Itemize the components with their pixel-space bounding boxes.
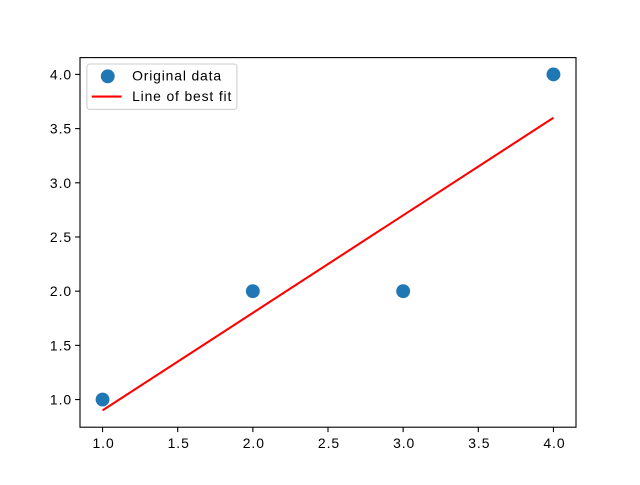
svg-text:4.0: 4.0: [543, 435, 565, 451]
svg-text:3.5: 3.5: [50, 121, 72, 137]
svg-text:2.0: 2.0: [50, 283, 72, 299]
svg-text:Line of best fit: Line of best fit: [132, 88, 232, 104]
svg-text:Original data: Original data: [132, 68, 222, 84]
svg-text:3.0: 3.0: [50, 175, 72, 191]
svg-text:2.5: 2.5: [318, 435, 340, 451]
svg-text:3.0: 3.0: [393, 435, 415, 451]
svg-text:4.0: 4.0: [50, 66, 72, 82]
svg-text:1.0: 1.0: [92, 435, 114, 451]
svg-text:2.5: 2.5: [50, 229, 72, 245]
svg-text:1.5: 1.5: [168, 435, 190, 451]
svg-text:3.5: 3.5: [468, 435, 490, 451]
svg-text:1.0: 1.0: [50, 392, 72, 408]
svg-text:2.0: 2.0: [243, 435, 265, 451]
svg-text:1.5: 1.5: [50, 337, 72, 353]
